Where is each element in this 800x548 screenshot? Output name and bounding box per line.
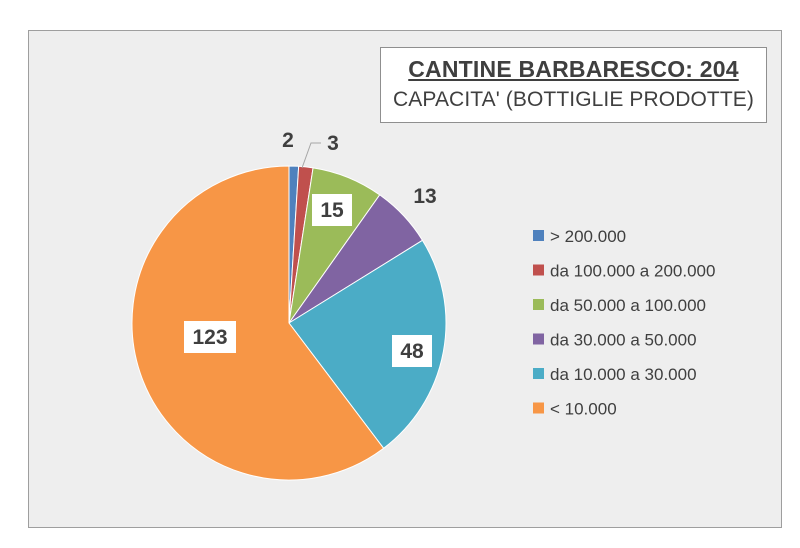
- data-label-box: [392, 335, 432, 367]
- data-label-box: [184, 321, 236, 353]
- data-label-da-10-000-a-30-000: 48: [400, 340, 424, 363]
- legend-swatch-200-000: [533, 230, 544, 241]
- title-box: CANTINE BARBARESCO: 204 CAPACITA' (BOTTI…: [380, 47, 767, 123]
- legend-swatch-da-10-000-a-30-000: [533, 368, 544, 379]
- leader-line: [301, 142, 321, 169]
- legend-swatch-da-30-000-a-50-000: [533, 333, 544, 345]
- legend-label-da-10-000-a-30-000: da 10.000 a 30.000: [550, 365, 697, 384]
- legend-label-10-000: < 10.000: [550, 400, 617, 419]
- chart-title: CANTINE BARBARESCO: 204: [408, 56, 739, 82]
- pie-slice-10-000: [131, 165, 385, 481]
- legend-swatch-da-50-000-a-100-000: [533, 299, 544, 310]
- data-label-10-000: 123: [192, 326, 227, 349]
- data-label-da-50-000-a-100-000: 15: [320, 199, 344, 222]
- pie-slice-da-10-000-a-30-000: [288, 239, 447, 449]
- data-label-box: [312, 194, 352, 226]
- legend-label-200-000: > 200.000: [550, 227, 626, 246]
- legend-label-da-100-000-a-200-000: da 100.000 a 200.000: [550, 262, 715, 281]
- legend-label-da-50-000-a-100-000: da 50.000 a 100.000: [550, 296, 706, 315]
- data-label-200-000: 2: [282, 129, 294, 152]
- legend-swatch-da-100-000-a-200-000: [533, 264, 544, 276]
- chart-subtitle: CAPACITA' (BOTTIGLIE PRODOTTE): [393, 88, 754, 111]
- data-label-da-100-000-a-200-000: 3: [327, 132, 339, 155]
- legend-label-da-30-000-a-50-000: da 30.000 a 50.000: [550, 331, 697, 350]
- data-label-da-30-000-a-50-000: 13: [413, 185, 436, 208]
- legend-swatch-10-000: [533, 402, 544, 414]
